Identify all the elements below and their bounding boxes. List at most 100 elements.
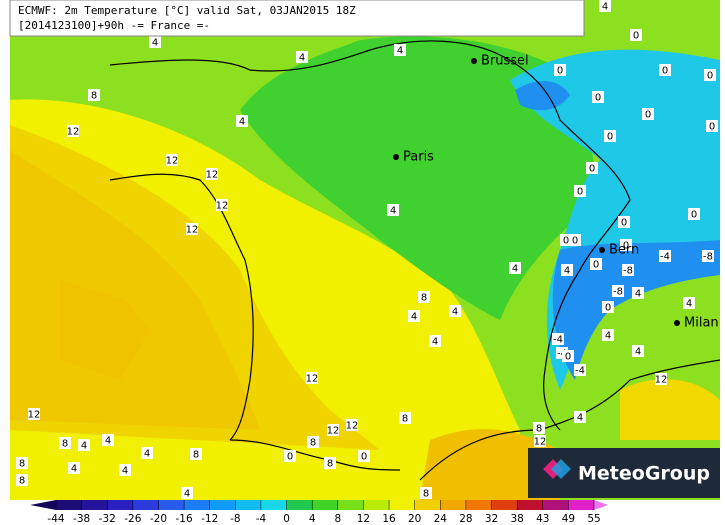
contour-label: 8 — [421, 293, 427, 304]
contour-label: 8 — [402, 414, 408, 425]
contour-label-box — [630, 29, 642, 41]
contour-label: 4 — [411, 312, 417, 323]
colorbar-tick-label: -26 — [124, 513, 141, 525]
contour-label: 0 — [595, 93, 601, 104]
colorbar-segment — [132, 500, 159, 510]
contour-label-box — [394, 44, 406, 56]
contour-label: 12 — [186, 225, 199, 236]
contour-label: 12 — [206, 170, 219, 181]
contour-label: 8 — [193, 450, 199, 461]
contour-label-box — [659, 64, 671, 76]
contour-label: -4 — [553, 335, 563, 346]
contour-label-box — [88, 89, 100, 101]
contour-label: -8 — [623, 266, 633, 277]
contour-label-box — [166, 154, 178, 166]
colorbar-segment — [568, 500, 595, 510]
contour-label: 8 — [423, 489, 429, 500]
contour-label: 4 — [71, 464, 77, 475]
contour-label-box — [141, 447, 153, 459]
colorbar-tick-label: 28 — [459, 513, 472, 525]
colorbar-tick-label: 55 — [587, 513, 600, 525]
contour-label: 12 — [306, 374, 319, 385]
contour-label: 12 — [346, 421, 359, 432]
colorbar-segment — [414, 500, 441, 510]
contour-label: 8 — [19, 459, 25, 470]
contour-label-box — [399, 412, 411, 424]
contour-label-box — [683, 297, 695, 309]
contour-label: 0 — [565, 352, 571, 363]
colorbar-segment — [209, 500, 236, 510]
contour-label: 4 — [122, 466, 128, 477]
contour-label-box — [358, 450, 370, 462]
contour-label: -8 — [613, 287, 623, 298]
contour-label-box — [632, 345, 644, 357]
contour-label: 0 — [605, 303, 611, 314]
city-label: Milan — [684, 316, 719, 331]
contour-label-box — [561, 264, 573, 276]
contour-label-box — [28, 408, 40, 420]
colorbar-arrow — [594, 500, 608, 510]
contour-label-box — [599, 0, 611, 12]
contour-label-box — [620, 239, 632, 251]
contour-label-box — [632, 287, 644, 299]
colorbar-tick-label: -12 — [201, 513, 218, 525]
contour-label: 8 — [536, 424, 542, 435]
colorbar-tick-label: 32 — [485, 513, 498, 525]
contour-label-box — [307, 436, 319, 448]
colorbar-segment — [56, 500, 83, 510]
contour-label: 0 — [572, 236, 578, 247]
colorbar-tick-label: 49 — [562, 513, 575, 525]
contour-label-box — [592, 91, 604, 103]
header-line: [2014123100]+90h -= France =- — [18, 19, 210, 32]
colorbar-arrow — [30, 500, 56, 510]
contour-label: 4 — [184, 489, 190, 500]
contour-label-box — [574, 411, 586, 423]
contour-label: 4 — [635, 347, 641, 358]
colorbar-tick-label: 8 — [334, 513, 341, 525]
colorbar-segment — [260, 500, 288, 510]
colorbar-tick-label: -32 — [99, 513, 116, 525]
header-line: ECMWF: 2m Temperature [°C] valid Sat, 03… — [18, 4, 356, 17]
colorbar-segment — [107, 500, 134, 510]
colorbar-segment — [389, 500, 416, 510]
contour-label: 0 — [563, 236, 569, 247]
contour-label: -8 — [703, 252, 713, 263]
contour-label-box — [704, 69, 716, 81]
colorbar-tick-label: -38 — [73, 513, 90, 525]
colorbar-segment — [158, 500, 185, 510]
contour-label: 0 — [691, 210, 697, 221]
colorbar-tick-label: -20 — [150, 513, 167, 525]
colorbar-tick-label: 4 — [309, 513, 316, 525]
contour-label: 8 — [19, 476, 25, 487]
contour-label: 12 — [166, 156, 179, 167]
colorbar-tick-label: -44 — [47, 513, 64, 525]
contour-label-box — [78, 439, 90, 451]
contour-label: 4 — [105, 436, 111, 447]
contour-label-box — [387, 204, 399, 216]
contour-label: 4 — [605, 331, 611, 342]
contour-label-box — [216, 199, 228, 211]
contour-label-box — [68, 462, 80, 474]
contour-label-box — [408, 310, 420, 322]
contour-label-box — [190, 448, 202, 460]
contour-label-box — [562, 350, 574, 362]
contour-label-box — [181, 487, 193, 499]
contour-label-box — [602, 301, 614, 313]
contour-label: 12 — [67, 127, 80, 138]
contour-label-box — [533, 422, 545, 434]
contour-label: 8 — [62, 439, 68, 450]
contour-label: 0 — [593, 260, 599, 271]
colorbar-segment — [542, 500, 569, 510]
contour-label: 0 — [607, 132, 613, 143]
contour-label-box — [659, 250, 671, 262]
contour-label-box — [186, 223, 198, 235]
contour-label: 4 — [144, 449, 150, 460]
city-dot — [471, 58, 477, 64]
colorbar-segment — [465, 500, 493, 510]
contour-label: 0 — [557, 66, 563, 77]
city-dot — [599, 247, 605, 253]
contour-label-box — [429, 335, 441, 347]
contour-label-box — [149, 36, 161, 48]
contour-label-box — [612, 285, 624, 297]
contour-label: 8 — [91, 91, 97, 102]
